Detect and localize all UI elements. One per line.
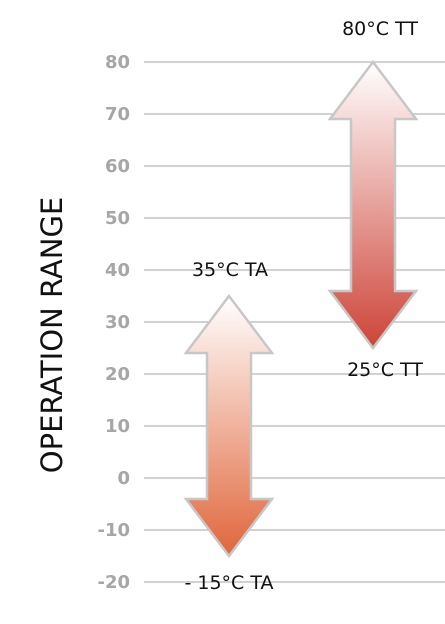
range-low-label-tt: 25°C TT <box>347 359 423 381</box>
range-low-label-ta: - 15°C TA <box>184 572 273 594</box>
gridlines <box>144 61 445 583</box>
y-tick-label: 40 <box>105 260 130 281</box>
y-tick-label: 70 <box>105 104 130 125</box>
y-tick-label: 10 <box>105 416 130 437</box>
y-tick-label: -10 <box>97 520 130 541</box>
range-high-label-tt: 80°C TT <box>342 18 418 40</box>
y-tick-label: 50 <box>105 208 130 229</box>
y-tick-label: -20 <box>97 572 130 593</box>
y-tick-label: 20 <box>105 364 130 385</box>
y-tick-label: 60 <box>105 156 130 177</box>
y-tick-label: 80 <box>105 52 130 73</box>
range-arrow-ta <box>183 293 275 559</box>
y-axis-ticks: 80 70 60 50 40 30 20 10 0 -10 -20 <box>97 52 130 593</box>
y-tick-label: 0 <box>117 468 130 489</box>
range-high-label-ta: 35°C TA <box>192 259 268 281</box>
range-labels: 35°C TA - 15°C TA 80°C TT 25°C TT <box>184 18 423 594</box>
y-tick-label: 30 <box>105 312 130 333</box>
range-arrow-tt <box>327 59 419 351</box>
y-axis-title: OPERATION RANGE <box>35 197 69 474</box>
range-arrows <box>183 59 419 559</box>
